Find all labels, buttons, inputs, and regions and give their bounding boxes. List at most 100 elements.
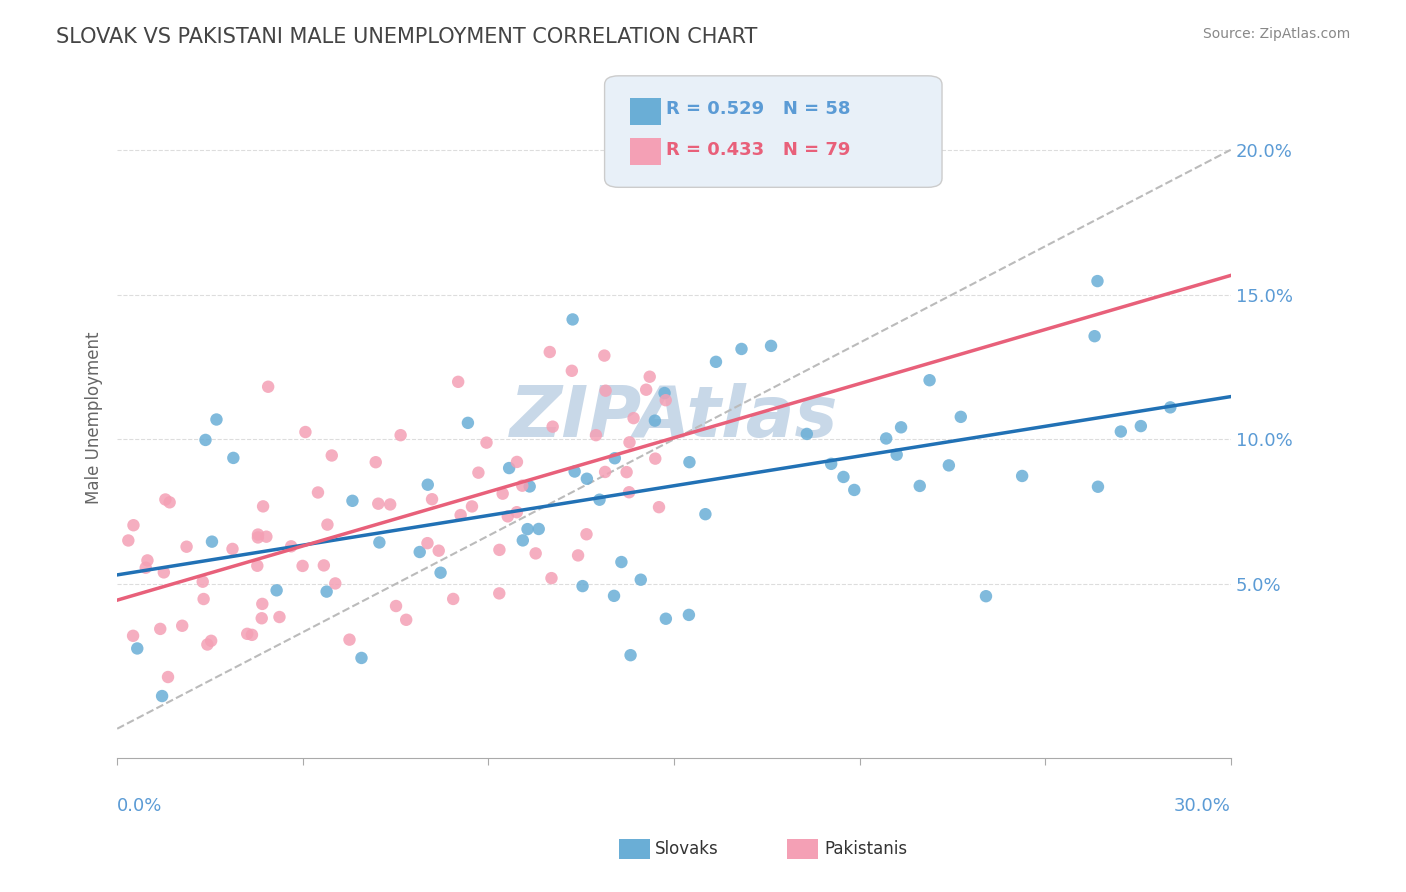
- Point: [447, 375, 470, 389]
- Point: [623, 411, 645, 425]
- Point: [832, 470, 855, 484]
- Point: [1109, 425, 1132, 439]
- Point: [266, 583, 288, 598]
- Point: [938, 458, 960, 473]
- Point: [540, 571, 562, 585]
- Point: [246, 527, 269, 541]
- Point: [159, 495, 181, 509]
- Point: [200, 633, 222, 648]
- Point: [516, 522, 538, 536]
- Point: [136, 553, 159, 567]
- Point: [1084, 329, 1107, 343]
- Point: [1087, 480, 1109, 494]
- Point: [307, 485, 329, 500]
- Y-axis label: Male Unemployment: Male Unemployment: [86, 331, 103, 504]
- Point: [427, 543, 450, 558]
- Point: [571, 579, 593, 593]
- Point: [221, 541, 243, 556]
- Text: Source: ZipAtlas.com: Source: ZipAtlas.com: [1202, 27, 1350, 41]
- Text: 0.0%: 0.0%: [117, 797, 163, 814]
- Point: [156, 670, 179, 684]
- Point: [538, 345, 561, 359]
- Point: [389, 428, 412, 442]
- Point: [252, 597, 274, 611]
- Point: [155, 492, 177, 507]
- Point: [1087, 274, 1109, 288]
- Point: [616, 465, 638, 479]
- Point: [195, 638, 218, 652]
- Point: [506, 455, 529, 469]
- Point: [457, 416, 479, 430]
- Point: [567, 549, 589, 563]
- Point: [1129, 419, 1152, 434]
- Point: [561, 312, 583, 326]
- Point: [364, 455, 387, 469]
- Point: [222, 450, 245, 465]
- Point: [655, 612, 678, 626]
- Point: [194, 433, 217, 447]
- Point: [844, 483, 866, 497]
- Point: [918, 373, 941, 387]
- Point: [595, 384, 617, 398]
- Point: [498, 461, 520, 475]
- Point: [974, 589, 997, 603]
- Point: [269, 610, 291, 624]
- Point: [678, 607, 700, 622]
- Point: [619, 648, 641, 663]
- Point: [321, 449, 343, 463]
- Point: [409, 545, 432, 559]
- Point: [450, 508, 472, 522]
- Point: [176, 540, 198, 554]
- Text: 30.0%: 30.0%: [1174, 797, 1230, 814]
- Point: [461, 500, 484, 514]
- Text: R = 0.529   N = 58: R = 0.529 N = 58: [666, 100, 851, 118]
- Point: [541, 419, 564, 434]
- Point: [488, 542, 510, 557]
- Point: [416, 477, 439, 491]
- Point: [603, 451, 626, 466]
- Point: [252, 500, 274, 514]
- Point: [127, 641, 149, 656]
- Point: [467, 466, 489, 480]
- Point: [564, 465, 586, 479]
- Point: [323, 576, 346, 591]
- Point: [350, 651, 373, 665]
- Point: [1011, 469, 1033, 483]
- Point: [367, 497, 389, 511]
- Point: [395, 613, 418, 627]
- Point: [205, 412, 228, 426]
- Text: SLOVAK VS PAKISTANI MALE UNEMPLOYMENT CORRELATION CHART: SLOVAK VS PAKISTANI MALE UNEMPLOYMENT CO…: [56, 27, 758, 46]
- Point: [638, 369, 661, 384]
- Point: [153, 566, 176, 580]
- Point: [122, 629, 145, 643]
- Point: [648, 500, 671, 515]
- Point: [191, 574, 214, 589]
- Point: [575, 472, 598, 486]
- Point: [506, 505, 529, 519]
- Point: [416, 536, 439, 550]
- Point: [561, 364, 583, 378]
- Point: [886, 448, 908, 462]
- Point: [294, 425, 316, 439]
- Point: [588, 492, 610, 507]
- Point: [593, 465, 616, 479]
- Point: [496, 509, 519, 524]
- Point: [510, 478, 533, 492]
- Point: [117, 533, 139, 548]
- Text: Slovaks: Slovaks: [655, 840, 718, 858]
- Point: [368, 535, 391, 549]
- Point: [617, 485, 640, 500]
- Text: R = 0.433   N = 79: R = 0.433 N = 79: [666, 141, 851, 159]
- Point: [949, 409, 972, 424]
- Text: Pakistanis: Pakistanis: [824, 840, 907, 858]
- Point: [385, 599, 408, 613]
- Point: [172, 619, 194, 633]
- Point: [339, 632, 361, 647]
- Point: [1159, 401, 1181, 415]
- Point: [527, 522, 550, 536]
- Point: [759, 339, 782, 353]
- Point: [193, 592, 215, 607]
- Point: [875, 432, 897, 446]
- Point: [636, 383, 658, 397]
- Point: [135, 560, 157, 574]
